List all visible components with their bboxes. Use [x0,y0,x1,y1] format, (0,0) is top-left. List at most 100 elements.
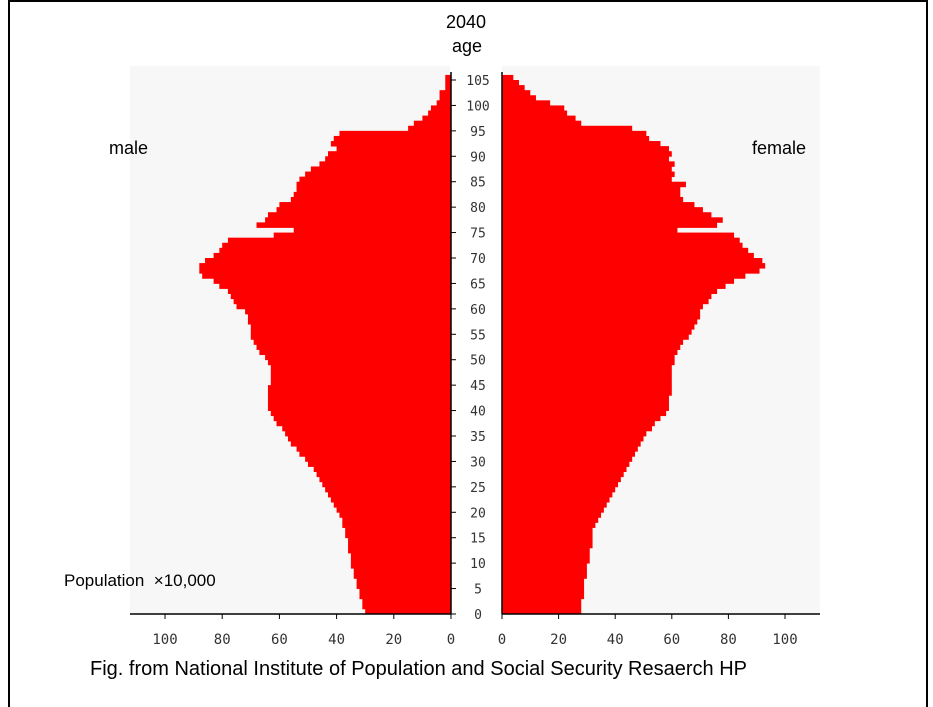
male-bar-age-86 [305,171,451,178]
female-bar-age-30 [502,456,633,462]
female-bar-age-64 [502,283,726,289]
female-bar-age-60 [502,303,703,310]
male-bar-age-85 [299,176,451,183]
male-bar-age-69 [205,258,451,264]
female-bar-age-35 [502,430,647,437]
female-bar-age-49 [502,359,675,366]
female-bar-age-98 [502,110,568,116]
male-bar-age-65 [213,278,451,284]
figure-frame [8,0,928,707]
male-bar-age-67 [199,268,451,274]
male-bar-age-80 [279,202,451,208]
male-bar-age-30 [305,456,451,462]
female-bar-age-15 [502,532,593,539]
female-bar-age-54 [502,334,689,340]
female-bar-age-100 [502,100,551,106]
male-bar-age-13 [348,542,451,549]
female-bar-age-34 [502,436,644,442]
female-bar-age-32 [502,446,638,452]
female-label: female [752,138,807,158]
female-x-tick-label-20: 20 [550,632,567,648]
female-bar-age-61 [502,298,709,305]
age-tick-label-10: 10 [470,557,486,572]
female-bar-age-42 [502,395,669,401]
male-bar-age-38 [273,415,451,422]
male-bar-age-15 [345,532,451,539]
female-bar-age-59 [502,308,701,315]
female-bar-age-75 [502,227,678,233]
female-bar-age-73 [502,237,740,244]
female-bar-age-63 [502,288,718,294]
female-bar-age-91 [502,146,669,152]
male-x-tick-label-60: 60 [271,632,288,648]
male-bar-age-17 [342,522,451,528]
male-x-tick-label-80: 80 [214,632,231,648]
female-bars [502,74,766,615]
female-bar-age-38 [502,415,661,422]
female-bar-age-31 [502,451,636,457]
female-bar-age-80 [502,202,695,208]
male-bar-age-8 [353,568,451,574]
male-bar-age-0 [365,608,451,615]
female-bar-age-90 [502,151,672,157]
male-bar-age-59 [245,308,451,315]
male-bar-age-33 [290,441,451,447]
female-bar-age-29 [502,461,630,467]
female-x-tick-label-40: 40 [607,632,624,648]
male-bar-age-100 [436,100,451,106]
male-bar-age-78 [267,212,451,218]
age-tick-label-105: 105 [466,74,489,89]
male-bar-age-55 [250,329,451,335]
female-bar-age-88 [502,161,675,167]
male-x-tick-label-40: 40 [328,632,345,648]
male-bar-age-44 [267,385,451,391]
female-bar-age-66 [502,273,746,279]
female-bar-age-1 [502,603,582,610]
age-tick-label-15: 15 [470,532,486,547]
male-bar-age-71 [219,247,451,254]
female-bar-age-18 [502,517,599,523]
female-bar-age-6 [502,578,585,584]
female-bar-age-22 [502,497,610,503]
female-bar-age-105 [502,74,514,81]
female-bar-age-14 [502,537,593,544]
male-bar-age-72 [222,242,451,249]
female-x-tick-label-0: 0 [498,632,506,648]
female-bar-age-11 [502,552,590,559]
male-bar-age-57 [247,319,451,325]
male-bar-age-11 [350,552,451,559]
male-bar-age-58 [247,313,451,320]
male-bar-age-93 [333,135,451,142]
male-bar-age-94 [339,130,451,137]
female-x-tick-label-100: 100 [772,632,797,648]
female-bar-age-92 [502,141,661,147]
male-bar-age-28 [313,466,451,472]
female-bar-age-76 [502,222,718,228]
female-bar-age-24 [502,486,616,493]
male-bar-age-103 [445,85,451,91]
female-bar-age-89 [502,156,669,162]
female-bar-age-3 [502,593,585,600]
female-bar-age-53 [502,339,684,345]
female-bar-age-46 [502,374,672,381]
female-bar-age-103 [502,85,525,91]
male-bar-age-3 [359,593,451,600]
age-tick-label-30: 30 [470,455,486,470]
female-bar-age-56 [502,324,695,330]
male-bar-age-29 [308,461,451,467]
female-bar-age-62 [502,293,712,300]
male-bar-age-102 [439,90,451,96]
male-bar-age-54 [250,334,451,340]
male-bar-age-4 [359,588,451,595]
male-bar-age-81 [290,196,451,203]
age-tick-label-40: 40 [470,405,486,420]
female-bar-age-70 [502,252,754,259]
male-bar-age-31 [299,451,451,457]
female-bar-age-7 [502,573,587,579]
female-bar-age-17 [502,522,596,528]
female-bar-age-72 [502,242,743,249]
unit-label: Population ×10,000 [64,571,216,590]
female-bar-age-16 [502,527,593,534]
female-bar-age-2 [502,598,582,605]
